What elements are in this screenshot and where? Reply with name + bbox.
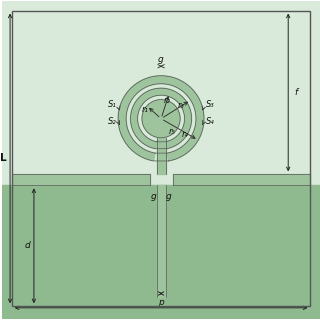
Text: p: p — [158, 298, 164, 307]
Text: S₃: S₃ — [205, 100, 214, 109]
Bar — [12, 174, 150, 185]
Text: L: L — [0, 153, 7, 164]
Text: S₂: S₂ — [108, 117, 116, 126]
Text: g: g — [150, 192, 156, 201]
Bar — [2, 185, 320, 319]
Text: f: f — [295, 88, 298, 97]
Text: r₅: r₅ — [169, 127, 176, 136]
Bar — [172, 174, 310, 185]
Text: r₃: r₃ — [178, 101, 185, 110]
Polygon shape — [131, 88, 192, 149]
Bar — [156, 185, 165, 297]
Text: d: d — [25, 241, 31, 250]
Circle shape — [142, 100, 180, 138]
Text: S₁: S₁ — [108, 100, 116, 109]
Bar — [156, 138, 165, 174]
Text: r₄: r₄ — [181, 130, 188, 139]
Text: r₁: r₁ — [142, 105, 149, 114]
Bar — [2, 1, 320, 185]
Text: g: g — [158, 55, 164, 64]
Polygon shape — [118, 76, 204, 161]
Text: S₄: S₄ — [205, 117, 214, 126]
Text: g: g — [166, 192, 172, 201]
Text: r₂: r₂ — [164, 96, 170, 105]
